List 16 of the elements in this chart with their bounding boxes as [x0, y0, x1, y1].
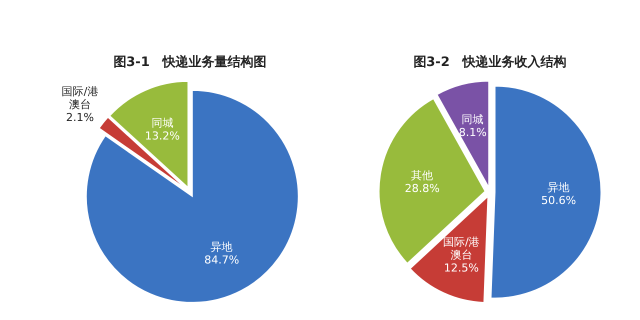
data-label: 2.1% [66, 110, 94, 124]
data-label: 28.8% [404, 182, 440, 195]
slice-label: 其他 [411, 168, 434, 182]
chart-title: 图3-2 快递业务收入结构 [413, 54, 567, 70]
data-label: 84.7% [204, 253, 240, 266]
slice-label: 国际/港澳台 [443, 235, 480, 262]
slice-label: 同城 [462, 113, 484, 126]
slice-label: 异地 [548, 180, 570, 194]
data-label: 12.5% [444, 261, 479, 274]
slice-label: 国际/港澳台 [62, 84, 98, 111]
chart-title: 图3-1 快递业务量结构图 [113, 54, 267, 70]
data-label: 50.6% [541, 194, 576, 207]
slice-label: 异地 [210, 240, 233, 254]
slice-label: 同城 [151, 116, 174, 130]
data-label: 13.2% [144, 130, 180, 143]
data-label: 8.1% [458, 126, 487, 140]
